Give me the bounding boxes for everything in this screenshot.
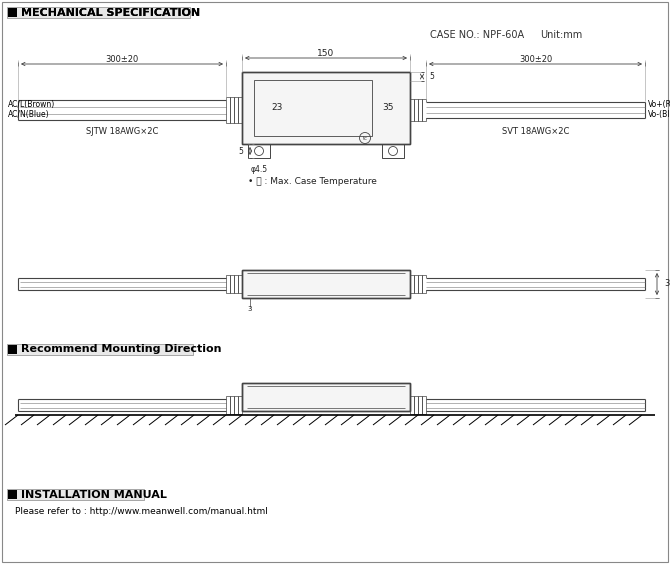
Text: 300±20: 300±20 [105, 55, 139, 64]
Bar [414, 396, 417, 414]
Text: Vo-(Black): Vo-(Black) [648, 111, 670, 120]
Bar [242, 72, 410, 144]
Text: Unit:mm: Unit:mm [540, 30, 582, 40]
Text: 150: 150 [318, 49, 334, 58]
Bar [382, 144, 404, 158]
Text: AC/L(Brown): AC/L(Brown) [8, 100, 55, 109]
Bar [410, 396, 413, 414]
Bar [234, 97, 237, 123]
Text: MECHANICAL SPECIFICATION: MECHANICAL SPECIFICATION [21, 7, 200, 17]
Bar [242, 383, 410, 411]
Bar [226, 275, 230, 293]
Text: 35: 35 [383, 104, 394, 112]
Text: 23: 23 [271, 104, 283, 112]
Bar [226, 97, 230, 123]
FancyBboxPatch shape [7, 7, 190, 18]
Bar [414, 99, 417, 121]
Text: φ4.5: φ4.5 [251, 165, 267, 174]
Text: Recommend Mounting Direction: Recommend Mounting Direction [21, 345, 222, 355]
Bar [242, 383, 410, 411]
Bar [234, 275, 237, 293]
Bar [422, 275, 425, 293]
Bar [248, 144, 270, 158]
Bar [410, 275, 413, 293]
Bar [8, 8, 17, 17]
Bar [238, 97, 241, 123]
Bar [230, 275, 234, 293]
Text: tc: tc [362, 136, 368, 141]
Bar [426, 278, 645, 290]
Bar [242, 270, 410, 298]
Bar [242, 270, 410, 298]
Bar [418, 99, 421, 121]
Bar [234, 396, 237, 414]
Text: 300±20: 300±20 [519, 55, 552, 64]
Text: SJTW 18AWG×2C: SJTW 18AWG×2C [86, 127, 158, 136]
Text: Vo+(Red): Vo+(Red) [648, 100, 670, 109]
Text: 5: 5 [238, 147, 243, 156]
Bar [418, 275, 421, 293]
Bar [426, 399, 645, 411]
Bar [18, 278, 226, 290]
Bar [8, 490, 17, 499]
Text: MECHANICAL SPECIFICATION: MECHANICAL SPECIFICATION [21, 7, 200, 17]
Bar [18, 100, 226, 120]
Bar [414, 275, 417, 293]
Bar [18, 399, 226, 411]
FancyBboxPatch shape [7, 344, 193, 355]
Bar [238, 275, 241, 293]
Bar [230, 396, 234, 414]
Text: INSTALLATION MANUAL: INSTALLATION MANUAL [21, 490, 167, 500]
Bar [418, 396, 421, 414]
Bar [410, 99, 413, 121]
Bar [238, 396, 241, 414]
FancyBboxPatch shape [7, 489, 144, 500]
Bar [426, 102, 645, 118]
Bar [8, 8, 17, 17]
Bar [254, 80, 372, 136]
Text: Please refer to : http://www.meanwell.com/manual.html: Please refer to : http://www.meanwell.co… [15, 508, 268, 517]
Bar [8, 345, 17, 354]
Text: 5: 5 [429, 72, 434, 81]
Bar [422, 99, 425, 121]
Bar [226, 396, 230, 414]
Bar [230, 97, 234, 123]
Text: 35: 35 [664, 280, 670, 289]
Text: AC/N(Blue): AC/N(Blue) [8, 111, 50, 120]
Bar [422, 396, 425, 414]
Bar [242, 72, 410, 144]
Text: SVT 18AWG×2C: SVT 18AWG×2C [502, 127, 570, 136]
Text: • Ⓣ : Max. Case Temperature: • Ⓣ : Max. Case Temperature [248, 177, 377, 186]
Text: CASE NO.: NPF-60A: CASE NO.: NPF-60A [430, 30, 524, 40]
Text: 3: 3 [247, 306, 251, 312]
